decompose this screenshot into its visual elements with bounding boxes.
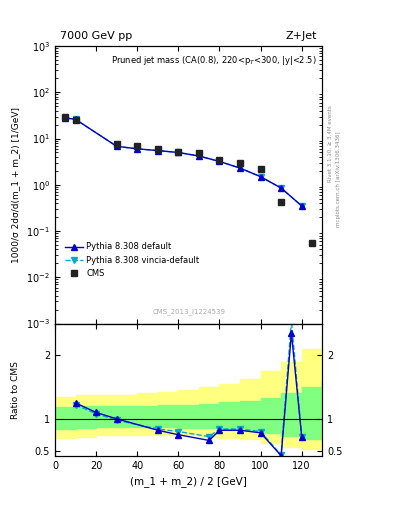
Line: Pythia 8.308 default: Pythia 8.308 default <box>62 115 305 209</box>
Text: Pruned jet mass (CA(0.8), 220<p$_T$<300, |y|<2.5): Pruned jet mass (CA(0.8), 220<p$_T$<300,… <box>111 54 317 68</box>
CMS <box>176 148 181 155</box>
Text: CMS_2013_I1224539: CMS_2013_I1224539 <box>152 308 225 315</box>
Pythia 8.308 default <box>299 203 304 209</box>
CMS <box>279 199 283 205</box>
Pythia 8.308 default <box>156 147 160 154</box>
CMS <box>73 117 78 123</box>
Pythia 8.308 default <box>258 174 263 180</box>
Pythia 8.308 vincia-default <box>63 115 68 121</box>
Pythia 8.308 vincia-default <box>73 116 78 122</box>
Pythia 8.308 vincia-default <box>176 150 181 156</box>
Pythia 8.308 vincia-default <box>156 147 160 154</box>
CMS <box>258 166 263 172</box>
Pythia 8.308 default <box>279 185 283 191</box>
Pythia 8.308 default <box>176 150 181 156</box>
Text: 7000 GeV pp: 7000 GeV pp <box>61 31 132 40</box>
Pythia 8.308 default <box>196 153 201 159</box>
Y-axis label: Ratio to CMS: Ratio to CMS <box>11 360 20 418</box>
Pythia 8.308 vincia-default <box>217 158 222 164</box>
Pythia 8.308 default <box>238 165 242 171</box>
X-axis label: (m_1 + m_2) / 2 [GeV]: (m_1 + m_2) / 2 [GeV] <box>130 476 247 487</box>
CMS <box>217 157 222 163</box>
Legend: Pythia 8.308 default, Pythia 8.308 vincia-default, CMS: Pythia 8.308 default, Pythia 8.308 vinci… <box>64 242 199 278</box>
Pythia 8.308 default <box>73 116 78 122</box>
Line: Pythia 8.308 vincia-default: Pythia 8.308 vincia-default <box>62 115 305 209</box>
Text: mcplots.cern.ch [arXiv:1306.3436]: mcplots.cern.ch [arXiv:1306.3436] <box>336 132 341 227</box>
Pythia 8.308 vincia-default <box>135 146 140 152</box>
Pythia 8.308 vincia-default <box>279 185 283 191</box>
CMS <box>310 240 314 246</box>
CMS <box>63 114 68 120</box>
Y-axis label: 1000/σ 2dσ/d(m_1 + m_2) [1/GeV]: 1000/σ 2dσ/d(m_1 + m_2) [1/GeV] <box>11 107 20 263</box>
Pythia 8.308 default <box>63 115 68 121</box>
Line: CMS: CMS <box>62 114 315 246</box>
Pythia 8.308 vincia-default <box>196 153 201 159</box>
CMS <box>196 150 201 156</box>
Pythia 8.308 default <box>114 143 119 150</box>
Text: Rivet 3.1.10, ≥ 3.4M events: Rivet 3.1.10, ≥ 3.4M events <box>328 105 333 182</box>
Text: Z+Jet: Z+Jet <box>285 31 317 40</box>
CMS <box>114 141 119 147</box>
Pythia 8.308 default <box>135 146 140 152</box>
CMS <box>156 146 160 152</box>
Pythia 8.308 vincia-default <box>238 165 242 171</box>
Pythia 8.308 vincia-default <box>258 174 263 180</box>
CMS <box>135 143 140 149</box>
CMS <box>238 160 242 166</box>
Pythia 8.308 vincia-default <box>299 203 304 209</box>
Pythia 8.308 vincia-default <box>114 143 119 150</box>
Pythia 8.308 default <box>217 158 222 164</box>
